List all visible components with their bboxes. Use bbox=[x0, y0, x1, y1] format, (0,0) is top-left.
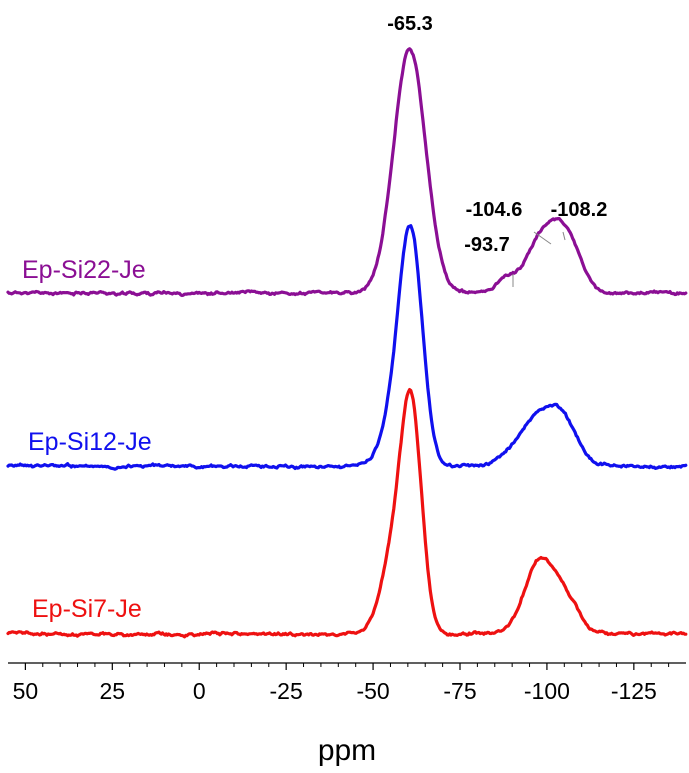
x-tick-label: 50 bbox=[13, 678, 39, 704]
x-tick-label: -75 bbox=[443, 678, 476, 704]
series-label: Ep-Si12-Je bbox=[28, 428, 152, 456]
peak-leader-line bbox=[533, 231, 552, 245]
peak-label: -108.2 bbox=[551, 199, 608, 221]
x-tick-label: 25 bbox=[100, 678, 126, 704]
x-tick-label: -50 bbox=[356, 678, 389, 704]
peak-annotations: -65.3 -93.7 -104.6 -108.2 bbox=[387, 13, 607, 287]
x-tick-label: -25 bbox=[270, 678, 303, 704]
x-axis: 50 25 0 -25 -50 -75 -100 -125 bbox=[8, 662, 686, 704]
x-axis-label: ppm bbox=[318, 734, 376, 767]
x-tick-label: -100 bbox=[524, 678, 570, 704]
spectrum-trace-ep-si22-je bbox=[6, 47, 688, 298]
peak-label: -65.3 bbox=[387, 13, 433, 35]
series-labels: Ep-Si22-Je Ep-Si12-Je Ep-Si7-Je bbox=[22, 256, 152, 623]
series-label: Ep-Si7-Je bbox=[32, 595, 142, 623]
series-label: Ep-Si22-Je bbox=[22, 256, 146, 284]
peak-label: -93.7 bbox=[464, 234, 510, 256]
peak-leader-line bbox=[562, 231, 566, 241]
x-tick-label: 0 bbox=[193, 678, 206, 704]
spectrum-trace-ep-si7-je bbox=[6, 388, 688, 639]
x-tick-label: -125 bbox=[611, 678, 657, 704]
peak-label: -104.6 bbox=[466, 199, 523, 221]
spectrum-trace-ep-si12-je bbox=[6, 224, 688, 471]
spectrum-traces bbox=[6, 47, 688, 639]
